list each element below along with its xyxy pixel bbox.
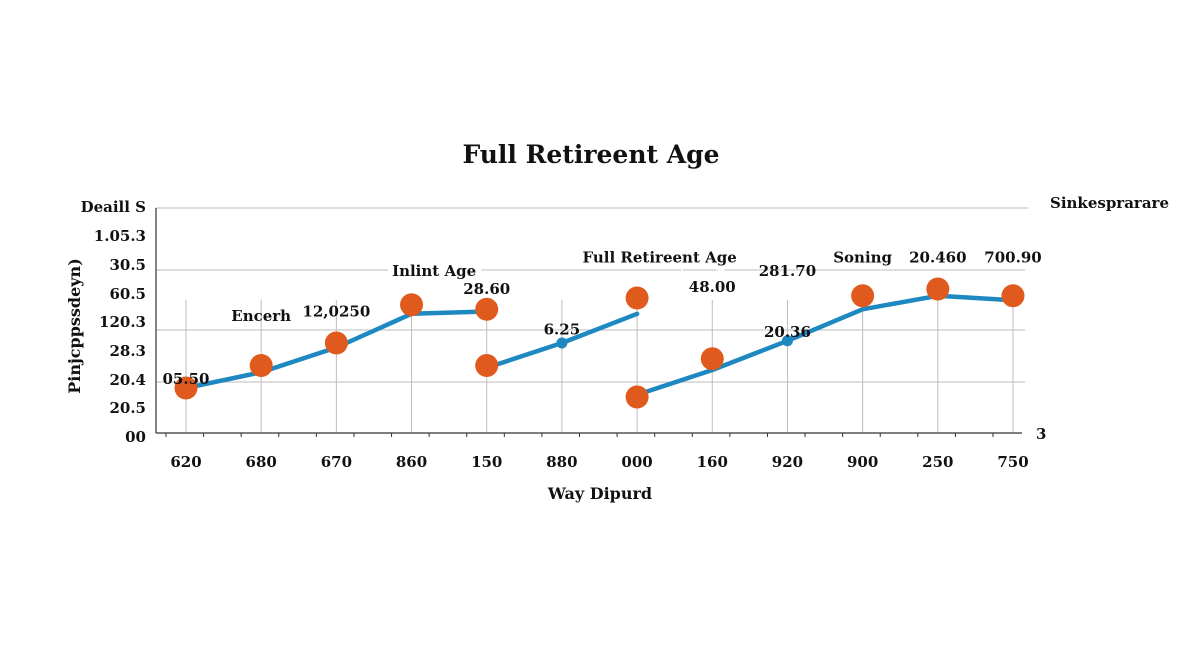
right-bottom-label: 3 [1036,425,1046,443]
data-point [625,286,649,310]
x-axis-title: Way Dipurd [547,484,652,503]
annotation-label: 281.70 [759,262,816,280]
annotation-label: Inlint Age [392,262,476,280]
y-tick-label: 28.3 [109,342,146,360]
data-point [851,284,875,308]
y-tick-label: 120.3 [99,313,146,331]
annotation-label: 48.00 [689,278,736,296]
annotation-label: Full Retireent Age [583,249,737,267]
chart-title: Full Retireent Age [462,140,720,169]
data-point [1001,284,1025,308]
data-point-small [781,335,793,347]
annotation-label: 700.90 [984,249,1041,267]
x-tick-label: 250 [922,453,953,471]
x-tick-label: 750 [997,453,1028,471]
data-point [400,293,424,317]
data-point [926,277,950,301]
x-tick-label: 670 [321,453,352,471]
x-tick-label: 860 [396,453,427,471]
x-tick-label: 160 [697,453,728,471]
y-tick-label: 00 [125,428,146,446]
data-point [249,354,273,377]
y-tick-label: 20.5 [109,399,146,417]
y-tick-label: 1.05.3 [94,227,146,245]
annotation-label: Encerh [231,307,291,325]
right-top-label: Sinkesprarare [1050,194,1169,212]
y-axis-title: Pinjcppssdeyn) [65,258,84,394]
y-top-label: Deaill S [81,198,146,216]
chart-labels: 1.05.3 30.5 60.5 120.3 28.3 20.4 20.5 00 Deaill … [65,194,1169,503]
x-tick-label: 000 [621,453,652,471]
y-tick-label: 30.5 [109,256,146,274]
x-tick-label: 920 [772,453,803,471]
x-tick-label: 680 [246,453,277,471]
data-point [174,376,198,400]
x-tick-label: 620 [170,453,201,471]
series-line [634,293,1016,398]
x-tick-label: 880 [546,453,577,471]
data-point-small [556,337,568,349]
annotation-label: 20.36 [764,323,811,341]
annotation-label: 28.60 [463,280,510,298]
y-tick-label: 60.5 [109,285,146,303]
annotation-label: 6.25 [544,321,581,339]
data-point [475,354,499,377]
axes [155,208,1022,437]
x-tick-label: 900 [847,453,878,471]
data-point [324,331,348,355]
data-markers [174,277,1025,409]
annotation-label: 20.460 [909,249,966,267]
data-point [625,385,649,409]
annotation-label: 05.50 [163,370,210,388]
annotation-label: 12,0250 [302,303,370,321]
x-tick-label: 150 [471,453,502,471]
annotation-label: Soning [833,249,892,267]
data-point [475,297,499,321]
y-tick-label: 20.4 [109,371,146,389]
data-point [700,347,724,371]
